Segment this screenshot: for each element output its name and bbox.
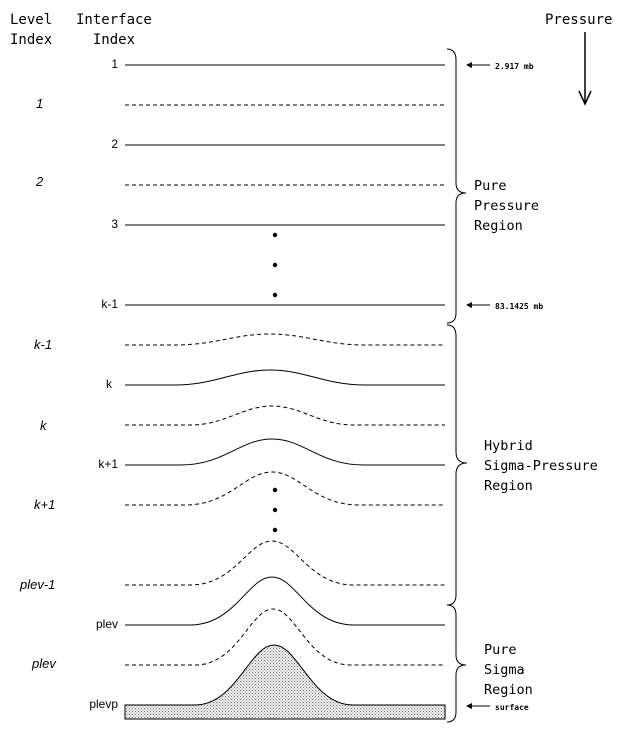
region-line: Region (484, 478, 533, 494)
arrow-head-icon (466, 302, 472, 308)
terrain-surface (124, 644, 446, 720)
interface-index-header: Interface Index (76, 12, 152, 48)
level-index-header: Level Index (10, 12, 53, 48)
region-label-pure-pressure: Pure Pressure Region (474, 176, 539, 236)
level-label-k: k (40, 418, 47, 433)
level-label-1: 1 (36, 96, 44, 111)
ellipsis-dot (272, 262, 278, 268)
interface-label-plevp: plevp (89, 697, 118, 711)
interface-line-plev (125, 576, 445, 626)
level-line-plev (125, 608, 445, 666)
level-label-2: 2 (36, 174, 44, 189)
interface-label-1: 1 (111, 57, 118, 71)
level-label-k-1: k-1 (34, 337, 53, 352)
region-line: Region (474, 218, 523, 234)
level-line-plev-1 (125, 540, 445, 586)
interface-label-k+1: k+1 (98, 457, 118, 471)
pressure-arrow-head-icon (578, 90, 592, 106)
arrow-head-icon (466, 703, 472, 709)
interface-label-plev: plev (95, 617, 118, 631)
arrow-head-icon (466, 62, 472, 68)
level-line-k+1 (125, 471, 445, 506)
brace-pure-pressure (446, 48, 467, 324)
level-line-k-1 (125, 333, 445, 346)
level-label-plev-1: plev-1 (20, 577, 56, 592)
level-label-plev: plev (32, 656, 56, 671)
region-line: Pure (474, 178, 507, 194)
mid-pressure-annotation: 83.1425 mb (495, 302, 544, 311)
region-line: Sigma-Pressure (484, 458, 598, 474)
level-label-k+1: k+1 (34, 497, 56, 512)
ellipsis-dot (272, 232, 278, 238)
region-line: Region (484, 682, 533, 698)
region-line: Pressure (474, 198, 540, 214)
interface-label-2: 2 (111, 137, 118, 151)
interface-line-k (125, 369, 445, 386)
ellipsis-dot (272, 292, 278, 298)
interface-label-3: 3 (111, 217, 118, 231)
surface-annotation: surface (495, 703, 529, 712)
ellipsis-dot (272, 527, 278, 533)
region-label-hybrid: Hybrid Sigma-Pressure Region (484, 436, 598, 496)
region-line: Sigma (484, 662, 525, 678)
top-pressure-annotation: 2.917 mb (495, 62, 534, 71)
ellipsis-dot (272, 487, 278, 493)
brace-hybrid (446, 324, 468, 606)
interface-line-k+1 (125, 438, 445, 466)
region-label-pure-sigma: Pure Sigma Region (484, 640, 533, 700)
interface-label-k: k (106, 377, 112, 391)
brace-pure-sigma (446, 604, 467, 723)
ellipsis-dot (272, 507, 278, 513)
level-line-k (125, 405, 445, 426)
pressure-header: Pressure (545, 12, 613, 28)
region-line: Pure (484, 642, 517, 658)
region-line: Hybrid (484, 438, 533, 454)
interface-label-k-1: k-1 (101, 297, 118, 311)
